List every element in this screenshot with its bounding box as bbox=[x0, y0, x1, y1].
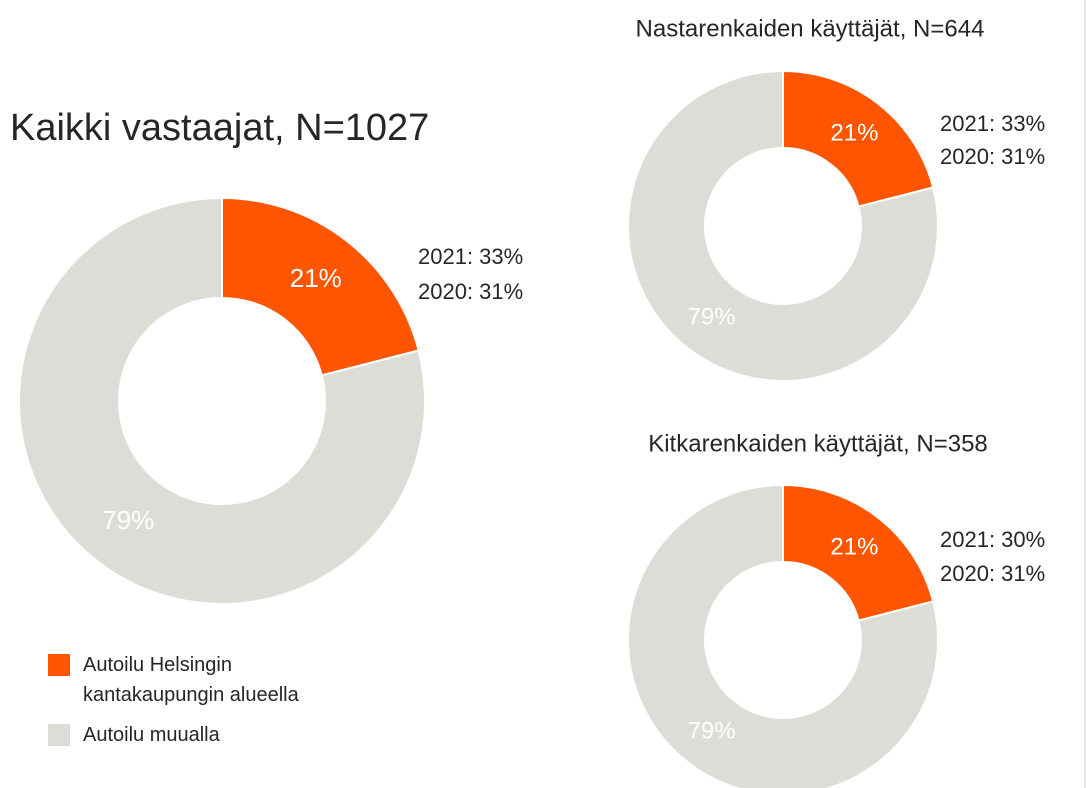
annotation: 2020: 31% bbox=[940, 561, 1045, 586]
chart-title: Kitkarenkaiden käyttäjät, N=358 bbox=[648, 430, 988, 457]
legend-item: Autoilu Helsingin kantakaupungin alueell… bbox=[48, 650, 343, 710]
legend: Autoilu Helsingin kantakaupungin alueell… bbox=[48, 650, 343, 760]
annotation: 2021: 30% bbox=[940, 527, 1045, 552]
chart-title: Nastarenkaiden käyttäjät, N=644 bbox=[636, 15, 985, 42]
donut-slice bbox=[627, 483, 939, 788]
data-label: 21% bbox=[830, 533, 878, 560]
annotation: 2020: 31% bbox=[940, 144, 1045, 169]
donut-slice bbox=[221, 196, 420, 377]
data-label: 21% bbox=[290, 263, 342, 293]
donut-slice bbox=[627, 69, 939, 382]
data-label: 79% bbox=[102, 505, 154, 535]
data-label: 79% bbox=[688, 717, 736, 744]
legend-label: Autoilu Helsingin kantakaupungin alueell… bbox=[83, 654, 299, 706]
legend-swatch bbox=[48, 724, 70, 746]
legend-label: Autoilu muualla bbox=[83, 724, 220, 746]
legend-swatch bbox=[48, 654, 70, 676]
data-label: 79% bbox=[688, 303, 736, 330]
legend-item: Autoilu muualla bbox=[48, 720, 343, 750]
annotation: 2021: 33% bbox=[940, 111, 1045, 136]
donut-slice bbox=[782, 69, 935, 208]
annotation: 2020: 31% bbox=[418, 279, 523, 304]
chart-title: Kaikki vastaajat, N=1027 bbox=[10, 107, 429, 149]
data-label: 21% bbox=[830, 119, 878, 146]
donut-slice bbox=[18, 196, 426, 605]
donut-slice bbox=[782, 483, 935, 622]
annotation: 2021: 33% bbox=[418, 244, 523, 269]
